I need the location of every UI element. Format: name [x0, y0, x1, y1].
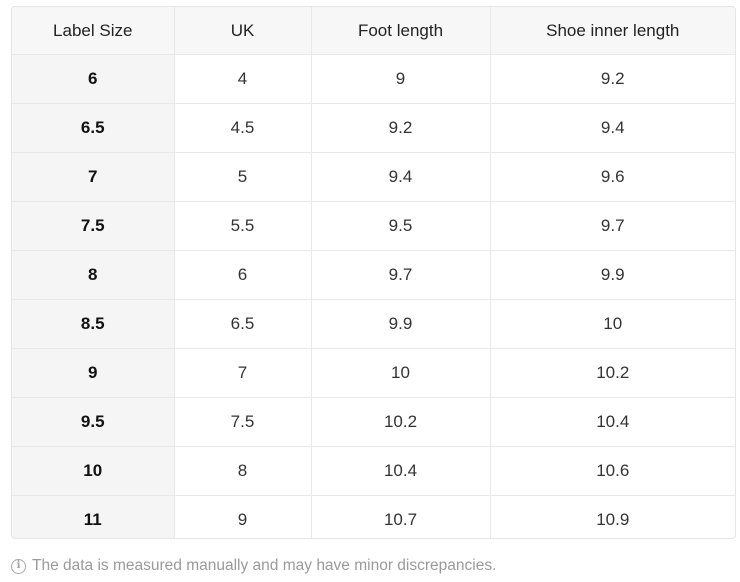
shoe-inner-length-cell: 9.2 [490, 54, 735, 104]
uk-cell: 5.5 [174, 201, 312, 251]
table-row: 7.5 5.5 9.5 9.7 [12, 201, 735, 251]
shoe-inner-length-cell: 9.4 [490, 103, 735, 153]
uk-cell: 5 [174, 152, 312, 202]
table-header-row: Label Size UK Foot length Shoe inner len… [12, 7, 735, 55]
foot-length-cell: 10.7 [311, 495, 491, 538]
table-row: 6 4 9 9.2 [12, 54, 735, 104]
label-size-cell: 8 [12, 250, 175, 300]
header-label-size: Label Size [12, 7, 175, 55]
shoe-inner-length-cell: 10.6 [490, 446, 735, 496]
label-size-cell: 6 [12, 54, 175, 104]
header-shoe-inner-length: Shoe inner length [490, 7, 735, 55]
header-uk: UK [174, 7, 312, 55]
table-row: 8.5 6.5 9.9 10 [12, 299, 735, 349]
uk-cell: 4 [174, 54, 312, 104]
shoe-inner-length-cell: 9.9 [490, 250, 735, 300]
uk-cell: 6 [174, 250, 312, 300]
shoe-inner-length-cell: 10.9 [596, 510, 630, 529]
uk-cell: 4.5 [174, 103, 312, 153]
label-size-cell: 7.5 [12, 201, 175, 251]
table-row: 7 5 9.4 9.6 [12, 152, 735, 202]
label-size-cell: 8.5 [12, 299, 175, 349]
table-row: 9.5 7.5 10.2 10.4 [12, 397, 735, 447]
measurement-note-text: The data is measured manually and may ha… [32, 557, 497, 574]
table-row: 6.5 4.5 9.2 9.4 [12, 103, 735, 153]
label-size-cell: 6.5 [12, 103, 175, 153]
foot-length-cell: 10.2 [311, 397, 491, 447]
uk-cell: 7 [174, 348, 312, 398]
uk-cell: 9 [174, 495, 312, 538]
header-foot-length: Foot length [311, 7, 491, 55]
foot-length-cell: 9.2 [311, 103, 491, 153]
foot-length-cell: 9.5 [311, 201, 491, 251]
table-row: 11 9 10.7 10.9 [12, 495, 735, 538]
table-row: 10 8 10.4 10.6 [12, 446, 735, 496]
measurement-note: i The data is measured manually and may … [11, 556, 496, 576]
info-icon: i [11, 558, 26, 574]
size-table: Label Size UK Foot length Shoe inner len… [12, 7, 735, 538]
foot-length-cell: 9 [311, 54, 491, 104]
shoe-inner-length-cell: 10 [490, 299, 735, 349]
shoe-inner-length-cell: 10.2 [490, 348, 735, 398]
label-size-cell: 11 [12, 495, 175, 538]
table-row: 8 6 9.7 9.9 [12, 250, 735, 300]
size-table-container: Label Size UK Foot length Shoe inner len… [11, 6, 736, 539]
label-size-cell: 10 [12, 446, 175, 496]
shoe-inner-length-cell: 9.7 [490, 201, 735, 251]
foot-length-cell: 9.7 [311, 250, 491, 300]
label-size-cell: 7 [12, 152, 175, 202]
uk-cell: 6.5 [174, 299, 312, 349]
foot-length-cell: 9.9 [311, 299, 491, 349]
label-size-cell: 9 [12, 348, 175, 398]
foot-length-cell: 10.4 [311, 446, 491, 496]
foot-length-cell: 10 [311, 348, 491, 398]
uk-cell: 8 [174, 446, 312, 496]
shoe-inner-length-cell: 9.6 [490, 152, 735, 202]
uk-cell: 7.5 [174, 397, 312, 447]
table-row: 9 7 10 10.2 [12, 348, 735, 398]
shoe-inner-length-cell: 10.4 [490, 397, 735, 447]
label-size-cell: 9.5 [12, 397, 175, 447]
foot-length-cell: 9.4 [311, 152, 491, 202]
